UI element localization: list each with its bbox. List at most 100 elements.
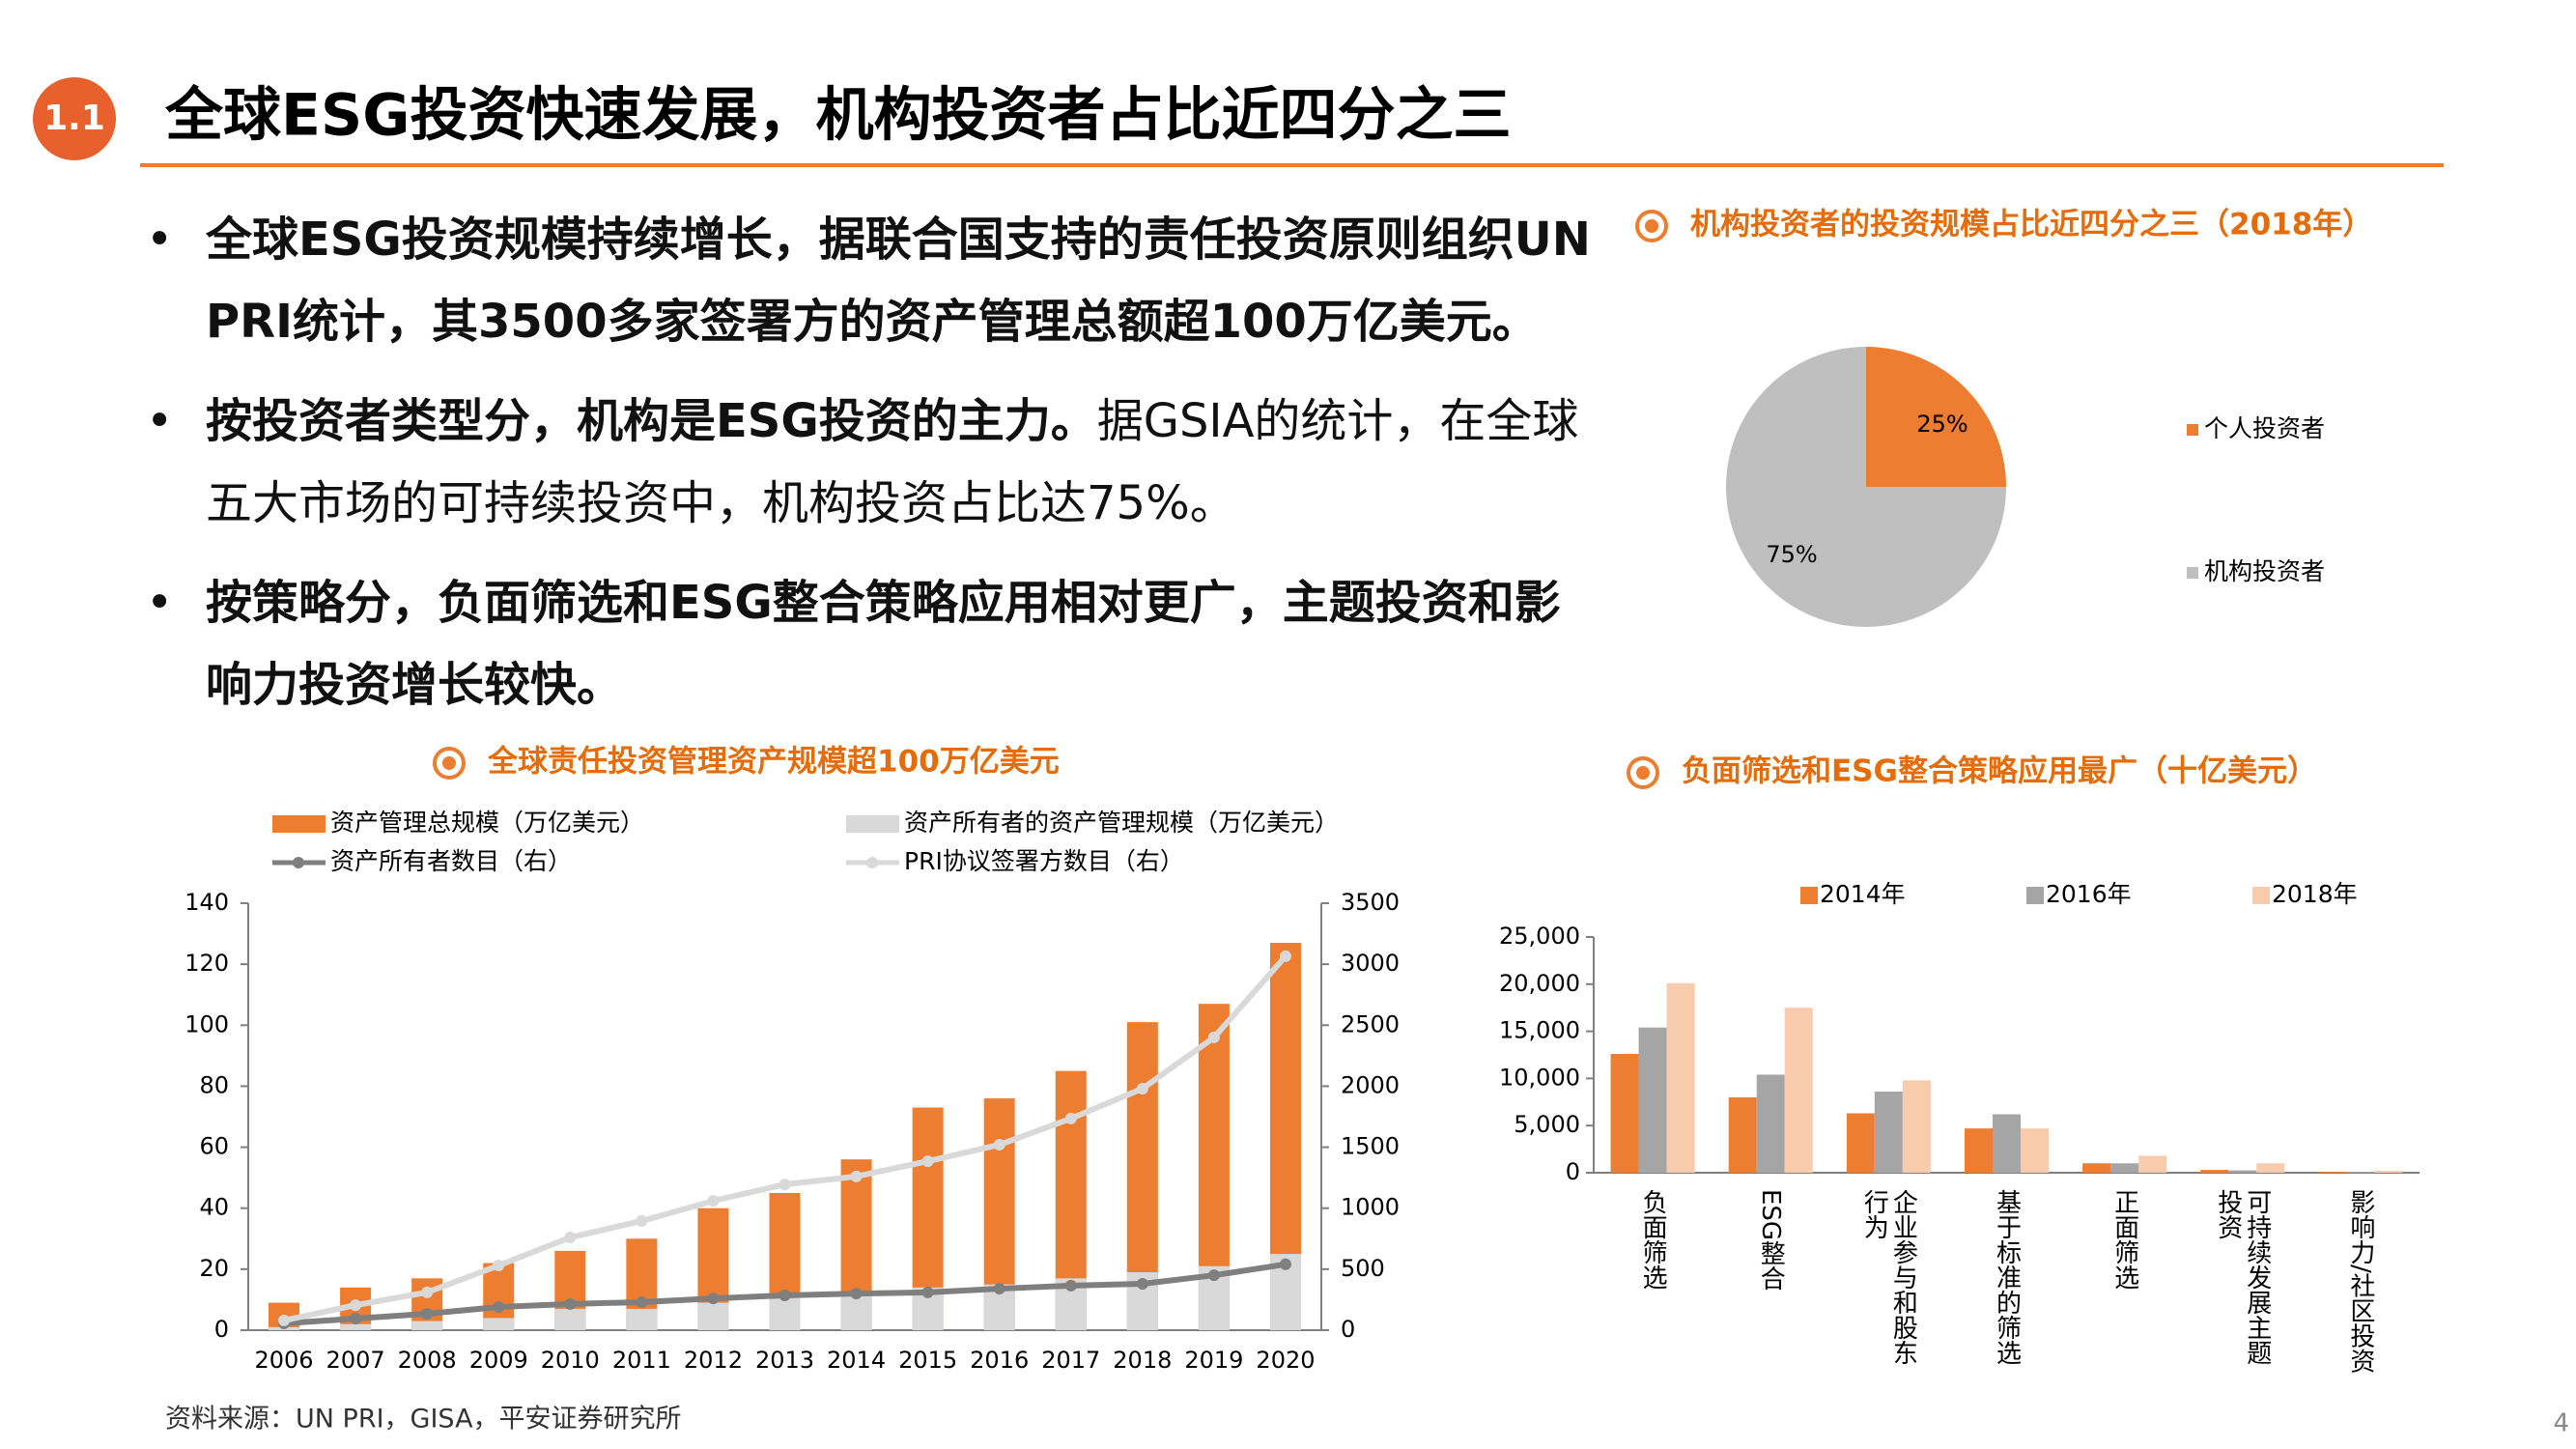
line-marker: [921, 1286, 934, 1298]
x-tick-label: 2020: [1256, 1347, 1315, 1374]
line-marker: [350, 1313, 362, 1325]
line-marker: [707, 1195, 720, 1208]
x-tick-label: 2009: [469, 1347, 528, 1374]
y-tick-label: 15,000: [1499, 1017, 1580, 1044]
line-marker: [850, 1170, 863, 1182]
bar: [2374, 1171, 2403, 1173]
y-tick-label: 80: [199, 1071, 229, 1098]
y-tick-label: 120: [184, 950, 229, 977]
legend-label: PRI协议签署方数目（右）: [904, 847, 1184, 875]
legend-marker: [866, 857, 878, 868]
line-marker: [1207, 1031, 1220, 1043]
line-marker: [993, 1139, 1005, 1151]
slide-title: 全球ESG投资快速发展，机构投资者占比近四分之三: [164, 82, 1511, 150]
bar: [2138, 1155, 2167, 1173]
title-icon-dot: [1636, 766, 1650, 780]
line-marker: [564, 1232, 577, 1244]
y2-tick-label: 3500: [1341, 889, 1400, 916]
bar: [1874, 1092, 1903, 1173]
title-icon-dot: [1645, 219, 1658, 233]
legend-swatch: [2187, 424, 2198, 436]
y-tick-label: 40: [199, 1194, 229, 1221]
pie-label: 75%: [1766, 541, 1817, 568]
x-tick-label: 2006: [254, 1347, 313, 1374]
bar: [1638, 1027, 1667, 1173]
bar: [2110, 1163, 2139, 1173]
line-marker: [1064, 1112, 1077, 1124]
x-tick-label: 2017: [1041, 1347, 1100, 1374]
line-marker: [421, 1286, 434, 1298]
pie-slice: [1866, 347, 2006, 487]
line-marker: [993, 1283, 1005, 1295]
x-tick-label: 可持续发展主题投资: [2213, 1189, 2272, 1365]
x-tick-label: 2014: [827, 1347, 886, 1374]
line-marker: [778, 1290, 791, 1302]
y-tick-label: 10,000: [1499, 1064, 1580, 1091]
bar: [554, 1308, 586, 1330]
badge-text: 1.1: [43, 99, 105, 138]
line-marker: [493, 1260, 505, 1272]
source: 资料来源：UN PRI，GISA，平安证券研究所: [165, 1405, 682, 1435]
bar: [697, 1302, 729, 1330]
badge: [33, 77, 116, 160]
bar: [2346, 1172, 2375, 1173]
bar: [2256, 1163, 2285, 1173]
y2-tick-label: 2000: [1341, 1071, 1400, 1098]
x-tick-label: 负面筛选: [1638, 1189, 1668, 1290]
pie-slice: [1726, 347, 2006, 627]
bar: [1993, 1114, 2021, 1173]
x-tick-label: 2010: [541, 1347, 600, 1374]
bullet: 按策略分，负面筛选和ESG整合策略应用相对更广，主题投资和影响力投资增长较快。: [146, 562, 1606, 726]
y-tick-label: 100: [184, 1010, 229, 1037]
bar: [340, 1323, 372, 1330]
x-tick-label: 2016: [970, 1347, 1029, 1374]
line-marker: [707, 1293, 720, 1305]
legend-marker: [293, 857, 304, 868]
line-marker: [1279, 950, 1291, 962]
x-tick-label: ESG整合: [1756, 1189, 1786, 1292]
y2-tick-label: 3000: [1341, 950, 1400, 977]
x-tick-label: 2019: [1184, 1347, 1243, 1374]
title-icon: [1627, 756, 1659, 789]
bar: [840, 1293, 872, 1330]
y2-tick-label: 2500: [1341, 1010, 1400, 1037]
bar: [2021, 1128, 2049, 1173]
bar: [2082, 1163, 2111, 1173]
legend-swatch: [1800, 887, 1818, 904]
line-marker: [493, 1301, 505, 1314]
bar: [626, 1308, 658, 1330]
line-marker: [1279, 1258, 1291, 1270]
y-tick-label: 20: [199, 1255, 229, 1282]
bar: [1965, 1128, 1993, 1173]
chart-title: 全球责任投资管理资产规模超100万亿美元: [487, 745, 1060, 780]
title-icon: [1635, 210, 1668, 242]
legend-swatch: [846, 815, 899, 833]
chart-title: 负面筛选和ESG整合策略应用最广（十亿美元）: [1682, 754, 2317, 789]
line-marker: [1064, 1279, 1077, 1292]
line-marker: [636, 1295, 648, 1308]
line-marker: [350, 1299, 362, 1312]
legend-swatch: [2026, 887, 2044, 904]
y-tick-label: 5,000: [1514, 1111, 1580, 1138]
line-marker: [778, 1179, 791, 1191]
line-marker: [636, 1214, 648, 1227]
bullet-list: 全球ESG投资规模持续增长，据联合国支持的责任投资原则组织UN PRI统计，其3…: [146, 199, 1606, 744]
line-marker: [1207, 1269, 1220, 1282]
bar: [1610, 1054, 1639, 1173]
x-tick-label: 2012: [684, 1347, 743, 1374]
bar: [483, 1318, 515, 1330]
x-tick-label: 2008: [398, 1347, 457, 1374]
bar: [1902, 1080, 1931, 1173]
line-marker: [564, 1297, 577, 1310]
bullet-text: 据GSIA的统计，在全球五大市场的可持续投资中，机构投资占比达75%。: [206, 394, 1579, 530]
legend-label: 资产所有者数目（右）: [330, 847, 572, 875]
x-tick-label: 2015: [898, 1347, 957, 1374]
title-icon-dot: [442, 756, 456, 770]
bar: [1728, 1096, 1757, 1173]
legend-label: 2014年: [1820, 880, 1906, 908]
bar: [411, 1321, 443, 1330]
x-tick-label: 2018: [1113, 1347, 1172, 1374]
legend-label: 资产管理总规模（万亿美元）: [330, 809, 644, 837]
